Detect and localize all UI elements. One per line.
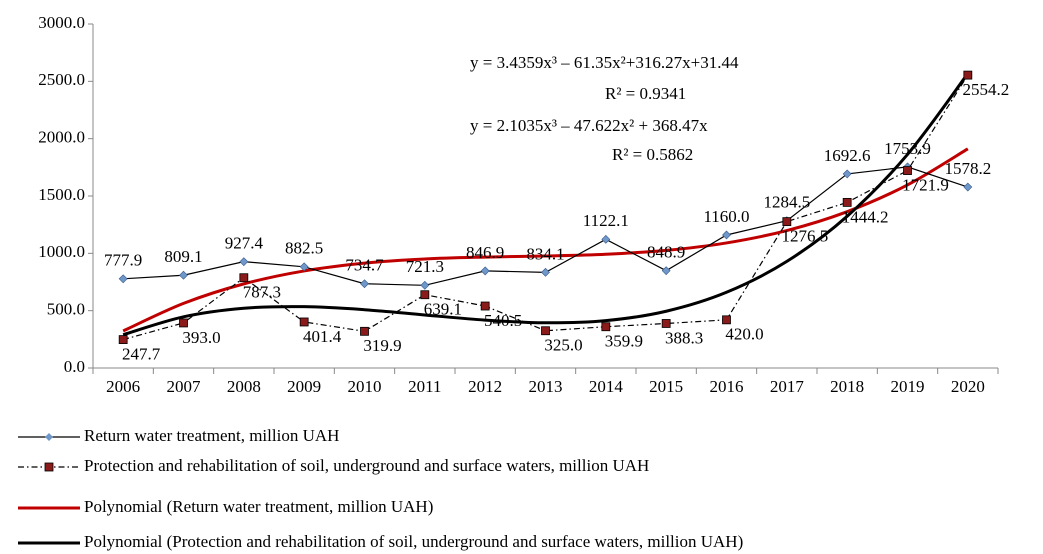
y-tick-label: 500.0: [47, 300, 85, 319]
marker: [179, 270, 188, 280]
marker: [722, 230, 731, 240]
y-tick-label: 0.0: [64, 357, 85, 376]
data-label: 420.0: [725, 325, 763, 344]
x-tick-label: 2019: [891, 377, 925, 396]
marker: [782, 217, 792, 227]
x-tick-label: 2009: [287, 377, 321, 396]
marker: [601, 234, 611, 244]
data-label: 848.9: [647, 243, 685, 262]
marker: [299, 317, 309, 327]
marker: [541, 326, 550, 336]
data-label: 1444.2: [842, 207, 889, 226]
data-label: 809.1: [164, 247, 202, 266]
y-tick-label: 1000.0: [38, 242, 85, 261]
data-label: 734.7: [345, 256, 384, 275]
x-tick-label: 2007: [167, 377, 202, 396]
data-label: 1276.5: [781, 227, 828, 246]
marker: [299, 262, 309, 272]
marker: [541, 267, 550, 277]
y-tick-label: 2000.0: [38, 128, 85, 147]
data-label: 846.9: [466, 243, 504, 262]
marker: [963, 70, 973, 80]
data-label: 1284.5: [763, 193, 810, 212]
marker: [601, 322, 611, 332]
data-label: 319.9: [363, 336, 401, 355]
r-squared: R² = 0.9341: [605, 84, 686, 103]
marker: [661, 319, 671, 328]
x-tick-label: 2014: [589, 377, 624, 396]
data-label: 1578.2: [944, 159, 991, 178]
data-label: 393.0: [182, 328, 220, 347]
x-tick-label: 2011: [408, 377, 441, 396]
y-tick-label: 2500.0: [38, 70, 85, 89]
data-label: 540.5: [484, 311, 522, 330]
data-label: 882.5: [285, 239, 323, 258]
marker: [842, 169, 852, 179]
series-line: [123, 74, 969, 341]
legend-label: Polynomial (Protection and rehabilitatio…: [84, 532, 743, 551]
x-tick-label: 2006: [106, 377, 140, 396]
trend-line: [122, 147, 969, 333]
x-tick-label: 2017: [770, 377, 805, 396]
y-tick-label: 1500.0: [38, 185, 85, 204]
marker: [118, 274, 128, 284]
data-label: 1160.0: [703, 207, 749, 226]
data-label: 927.4: [225, 234, 264, 253]
x-tick-label: 2008: [227, 377, 261, 396]
marker: [722, 315, 731, 325]
data-label: 388.3: [665, 328, 703, 347]
marker: [118, 335, 128, 344]
data-label: 1721.9: [902, 175, 949, 194]
data-label: 834.1: [526, 244, 564, 263]
marker: [903, 166, 912, 175]
data-label: 787.3: [243, 283, 281, 302]
equation: y = 3.4359x³ – 61.35x²+316.27x+31.44: [470, 53, 739, 72]
data-label: 359.9: [605, 332, 643, 351]
marker: [239, 257, 249, 267]
data-label: 247.7: [122, 345, 161, 364]
trend-line: [122, 72, 970, 337]
marker: [179, 318, 188, 328]
legend-marker: [44, 462, 54, 472]
marker: [480, 301, 490, 311]
marker: [963, 182, 973, 192]
equation: y = 2.1035x³ – 47.622x² + 368.47x: [470, 116, 708, 135]
data-label: 401.4: [303, 327, 342, 346]
x-tick-label: 2013: [529, 377, 563, 396]
legend-marker: [45, 433, 53, 441]
marker: [842, 197, 852, 207]
x-tick-label: 2012: [468, 377, 502, 396]
data-label: 1753.9: [884, 139, 931, 158]
x-tick-label: 2010: [348, 377, 382, 396]
data-label: 2554.2: [962, 80, 1009, 99]
data-label: 1692.6: [824, 146, 871, 165]
data-label: 1122.1: [583, 211, 629, 230]
marker: [661, 266, 671, 276]
marker: [420, 290, 430, 300]
marker: [360, 279, 369, 289]
data-label: 721.3: [406, 257, 444, 276]
marker: [239, 273, 249, 283]
r-squared: R² = 0.5862: [612, 145, 693, 164]
data-label: 325.0: [544, 336, 582, 355]
x-tick-label: 2016: [710, 377, 744, 396]
legend-label: Polynomial (Return water treatment, mill…: [84, 497, 433, 516]
data-label: 639.1: [424, 300, 462, 319]
x-tick-label: 2020: [951, 377, 985, 396]
x-tick-label: 2015: [649, 377, 683, 396]
marker: [420, 280, 430, 290]
y-tick-label: 3000.0: [38, 13, 85, 32]
marker: [360, 326, 369, 336]
legend-label: Protection and rehabilitation of soil, u…: [84, 456, 649, 475]
marker: [480, 266, 490, 276]
legend-label: Return water treatment, million UAH: [84, 426, 339, 445]
data-label: 777.9: [104, 251, 142, 270]
x-tick-label: 2018: [830, 377, 864, 396]
